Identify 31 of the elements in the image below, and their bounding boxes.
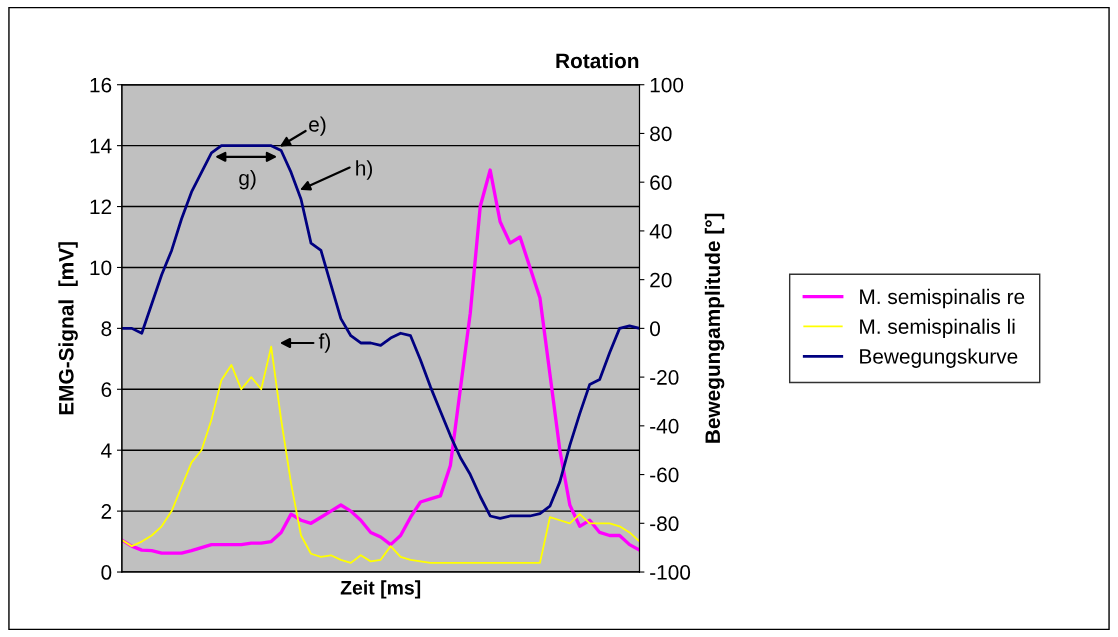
x-axis-title: Zeit [ms] [340,580,421,599]
y-tick-label: 4 [101,443,112,458]
annotation: e) [309,116,326,136]
y-tick-label: 0 [101,565,112,580]
annotation: g) [239,170,256,190]
y-tick-label: 12 [90,199,112,215]
annotation: h) [356,160,373,180]
y-axis-title: EMG-Signal [mV] [58,242,78,415]
annotation: f) [318,333,330,353]
y-tick-label: 16 [90,77,112,93]
y2-tick-label: -40 [650,418,679,434]
y2-tick-label: 20 [650,272,672,288]
y-tick-label: 14 [90,138,112,154]
y2-tick-label: 40 [649,223,672,239]
y2-tick-label: 60 [650,175,672,190]
y2-tick-label: -80 [650,516,679,532]
y2-axis-title: Bewegungamplitude [°] [704,213,725,443]
chart-title: Rotation [556,52,639,69]
y-tick-label: 8 [101,321,112,337]
y-tick-label: 10 [90,260,112,276]
y2-tick-label: 0 [650,321,660,337]
legend-label: M. semispinalis re [860,288,1025,309]
y2-tick-label: -20 [650,370,679,385]
y2-tick-label: -60 [650,467,679,483]
legend-label: Bewegungskurve [860,348,1018,368]
y-tick-label: 2 [101,504,112,519]
legend-label: M. semispinalis li [860,318,1015,339]
y-tick-label: 6 [101,382,112,398]
y2-tick-label: 80 [650,126,672,142]
y2-tick-label: 100 [650,77,684,93]
y2-tick-label: -100 [650,565,691,580]
